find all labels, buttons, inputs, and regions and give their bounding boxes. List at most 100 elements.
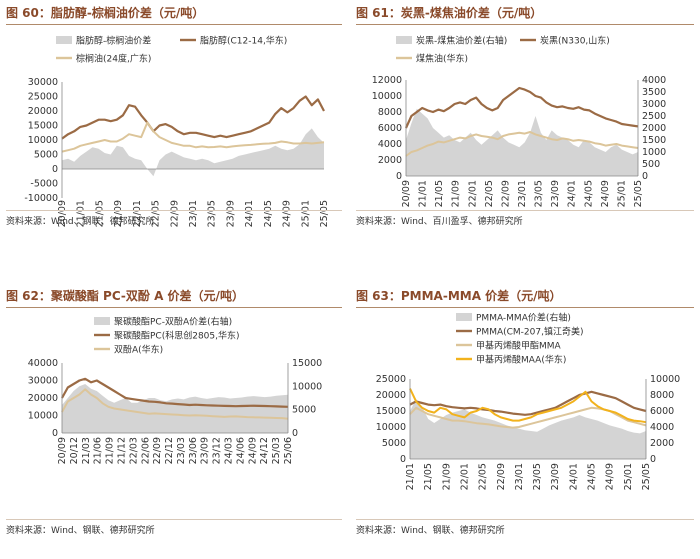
x-tick-2: 21/09 — [441, 463, 452, 490]
x-tick-5: 22/09 — [496, 463, 507, 490]
x-tick-8: 23/09 — [550, 463, 561, 490]
title-rule — [356, 24, 694, 25]
legend-label-0: 脂肪醇-棕榈油价差 — [76, 35, 151, 47]
x-tick-13: 23/12 — [212, 437, 223, 464]
x-tick-11: 23/06 — [188, 437, 199, 464]
source-note: 资料来源：Wind、百川盈孚、德邦研究所 — [356, 217, 523, 227]
y-tick-right-8: 0 — [642, 171, 648, 182]
x-tick-18: 25/03 — [271, 437, 282, 464]
y-tick-right-0: 10000 — [650, 374, 680, 385]
x-tick-0: 20/09 — [57, 200, 68, 227]
chart-plot: 聚碳酸酯PC-双酚A价差(右轴) 聚碳酸酯PC(科思创2805,华东) 双酚A(华东… — [28, 316, 322, 465]
series-line-1 — [61, 377, 289, 408]
y-tick-left-0: 40000 — [28, 358, 58, 369]
x-tick-13: 25/05 — [641, 463, 652, 490]
x-tick-6: 22/09 — [500, 180, 511, 207]
y-tick-left-6: 0 — [52, 164, 58, 175]
x-tick-11: 24/09 — [605, 463, 616, 490]
y-tick-left-5: 2000 — [378, 155, 402, 166]
chart-plot: 脂肪醇-棕榈油价差 脂肪醇(C12-14,华东) 棕榈油(24度,广东) 30000 2… — [24, 35, 330, 228]
y-tick-right-3: 2500 — [642, 111, 666, 122]
y-tick-right-0: 4000 — [642, 75, 666, 86]
chart-title: 图 62：聚碳酸酯 PC-双酚 A 价差（元/吨） — [6, 289, 244, 303]
y-tick-right-1: 8000 — [650, 390, 674, 401]
series-line-3 — [409, 388, 647, 424]
source-note: 资料来源：Wind、钢联、德邦研究所 — [356, 526, 505, 536]
y-tick-left-4: 0 — [52, 428, 58, 439]
chart-plot: 炭黑-煤焦油价差(右轴) 炭黑(N330,山东)煤焦油(华东)1200010000… — [372, 35, 666, 208]
x-tick-10: 23/03 — [176, 437, 187, 464]
y-tick-right-3: 0 — [292, 428, 298, 439]
y-tick-left-2: 8000 — [378, 107, 402, 118]
legend-swatch-0 — [396, 36, 412, 44]
series-area-0 — [406, 108, 638, 176]
source-note: 资料来源：Wind、钢联、德邦研究所 — [6, 526, 155, 536]
x-tick-7: 23/01 — [188, 200, 199, 227]
x-tick-14: 25/05 — [319, 200, 330, 227]
x-tick-16: 24/09 — [247, 437, 258, 464]
x-tick-14: 24/03 — [224, 437, 235, 464]
x-tick-7: 23/01 — [517, 180, 528, 207]
x-tick-14: 25/05 — [633, 180, 644, 207]
x-tick-3: 21/09 — [451, 180, 462, 207]
y-tick-left-3: 15000 — [28, 121, 58, 132]
x-tick-8: 23/05 — [534, 180, 545, 207]
x-tick-1: 21/01 — [76, 200, 87, 227]
series-line-2 — [61, 121, 325, 153]
y-tick-right-6: 1000 — [642, 147, 666, 158]
y-tick-right-2: 5000 — [292, 405, 316, 416]
series-area-0 — [410, 399, 646, 459]
legend-label-2: 棕榈油(24度,广东) — [76, 53, 151, 65]
y-tick-left-5: 5000 — [34, 150, 58, 161]
chart-title: 图 63：PMMA-MMA 价差（元/吨） — [356, 289, 562, 303]
x-tick-13: 25/01 — [300, 200, 311, 227]
legend-label-1: 脂肪醇(C12-14,华东) — [200, 35, 287, 47]
x-tick-12: 25/01 — [623, 463, 634, 490]
y-tick-right-7: 500 — [642, 159, 660, 170]
x-tick-2: 21/03 — [81, 437, 92, 464]
legend-label-1: 聚碳酸酯PC(科思创2805,华东) — [114, 330, 240, 342]
title-rule — [6, 24, 342, 25]
y-tick-right-4: 2000 — [650, 438, 674, 449]
y-tick-left-6: 0 — [396, 171, 402, 182]
x-tick-4: 22/05 — [478, 463, 489, 490]
x-tick-6: 23/01 — [514, 463, 525, 490]
x-tick-10: 24/01 — [244, 200, 255, 227]
y-tick-right-3: 4000 — [650, 422, 674, 433]
x-tick-9: 23/09 — [550, 180, 561, 207]
y-tick-right-2: 6000 — [650, 406, 674, 417]
y-tick-left-1: 25000 — [28, 92, 58, 103]
title-rule — [356, 307, 694, 308]
chart-panel-63: 图 63：PMMA-MMA 价差（元/吨） PMMA-MMA价差(右轴) PMMA… — [356, 287, 694, 549]
y-tick-left-0: 12000 — [372, 75, 402, 86]
chart-title: 图 60：脂肪醇-棕榈油价差（元/吨） — [6, 6, 205, 20]
legend-label-1: 炭黑(N330,山东) — [540, 35, 610, 47]
y-tick-left-0: 30000 — [28, 77, 58, 88]
source-rule — [356, 519, 694, 520]
x-tick-3: 22/01 — [459, 463, 470, 490]
y-tick-left-1: 10000 — [372, 91, 402, 102]
series-line-1 — [61, 95, 325, 140]
y-tick-left-7: -5000 — [30, 179, 58, 190]
x-tick-19: 25/06 — [283, 437, 294, 464]
x-tick-9: 24/01 — [568, 463, 579, 490]
y-tick-left-5: 0 — [400, 454, 406, 465]
x-tick-8: 23/05 — [207, 200, 218, 227]
x-tick-12: 24/09 — [600, 180, 611, 207]
y-tick-left-8: -10000 — [24, 193, 58, 204]
y-tick-left-3: 10000 — [28, 411, 58, 422]
chart-panel-60: 图 60：脂肪醇-棕榈油价差（元/吨） 脂肪醇-棕榈油价差 脂肪醇(C12-14,… — [6, 4, 342, 234]
x-tick-10: 24/05 — [587, 463, 598, 490]
y-tick-left-2: 20000 — [28, 393, 58, 404]
y-tick-left-4: 4000 — [378, 139, 402, 150]
x-tick-10: 24/01 — [567, 180, 578, 207]
y-tick-right-4: 2000 — [642, 123, 666, 134]
legend-label-0: 聚碳酸酯PC-双酚A价差(右轴) — [114, 316, 232, 328]
x-tick-0: 21/01 — [405, 463, 416, 490]
legend-label-1: PMMA(CM-207,镇江奇美) — [476, 326, 583, 338]
y-tick-left-4: 5000 — [382, 438, 406, 449]
chart-panel-61: 图 61：炭黑-煤焦油价差（元/吨） 炭黑-煤焦油价差(右轴) 炭黑(N330,山… — [356, 4, 694, 234]
x-tick-5: 22/05 — [151, 200, 162, 227]
x-tick-4: 22/01 — [467, 180, 478, 207]
x-tick-6: 22/09 — [169, 200, 180, 227]
